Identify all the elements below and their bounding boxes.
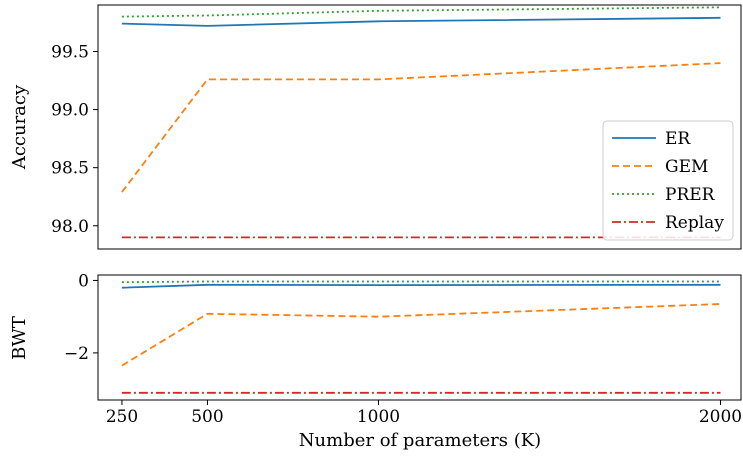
accuracy-y-axis-label: Accuracy	[9, 84, 30, 170]
x-axis-label: Number of parameters (K)	[299, 430, 541, 451]
x-tick-label: 250	[106, 407, 138, 427]
accuracy-series-gem	[121, 62, 721, 193]
bwt-y-tick-label: 0	[78, 271, 89, 291]
accuracy-y-tick-label: 99.0	[51, 101, 89, 121]
legend-items: ER GEM PRER Replay	[612, 129, 724, 233]
bwt-panel: 0 −2 250 500 1000 2000 BWT Number of paramet…	[9, 271, 742, 451]
bwt-y-axis-label: BWT	[9, 316, 30, 360]
bwt-series-prer	[121, 280, 721, 284]
legend-box	[602, 120, 734, 241]
accuracy-y-tick-label: 99.5	[51, 42, 89, 62]
accuracy-plot-frame	[97, 4, 742, 250]
accuracy-series	[121, 6, 721, 239]
bwt-y-ticks: 0 −2	[64, 271, 98, 364]
accuracy-series-prer	[121, 6, 721, 18]
bwt-series-er	[121, 283, 721, 289]
x-ticks: 250 500 1000 2000	[106, 400, 742, 427]
bwt-series	[121, 280, 721, 394]
accuracy-panel: 98.0 98.5 99.0 99.5 Accuracy ER GEM PRER Repla…	[9, 4, 742, 250]
accuracy-y-ticks: 98.0 98.5 99.0 99.5	[51, 42, 98, 237]
legend-label-er: ER	[665, 129, 691, 149]
bwt-series-gem	[121, 303, 721, 367]
x-tick-label: 1000	[357, 407, 400, 427]
legend-label-prer: PRER	[665, 185, 716, 205]
bwt-y-tick-label: −2	[64, 344, 89, 364]
x-tick-label: 500	[191, 407, 223, 427]
bwt-plot-frame	[97, 274, 742, 401]
legend: ER GEM PRER Replay	[602, 120, 734, 241]
accuracy-y-tick-label: 98.5	[51, 159, 89, 179]
legend-label-gem: GEM	[665, 157, 708, 177]
legend-label-replay: Replay	[665, 213, 724, 233]
x-tick-label: 2000	[699, 407, 742, 427]
accuracy-series-er	[121, 16, 721, 27]
accuracy-y-tick-label: 98.0	[51, 217, 89, 237]
